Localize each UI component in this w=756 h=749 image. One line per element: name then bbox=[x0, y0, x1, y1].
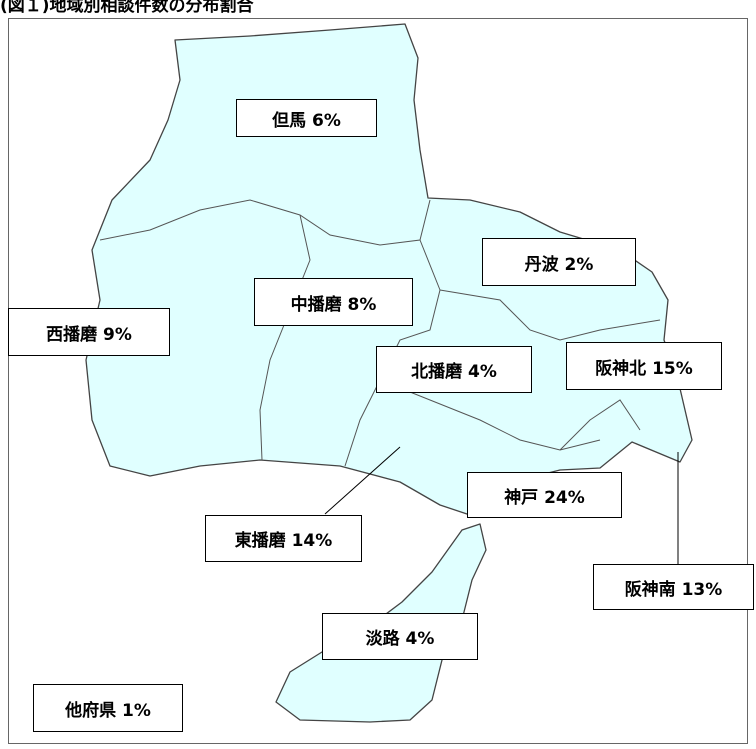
border bbox=[379, 379, 601, 451]
leader-line bbox=[324, 446, 401, 515]
region-label: 神戸 24% bbox=[467, 472, 622, 518]
region-label: 丹波 2% bbox=[482, 238, 636, 286]
region-label: 中播磨 8% bbox=[254, 278, 413, 326]
region-label: 北播磨 4% bbox=[376, 346, 532, 393]
region-label: 阪神北 15% bbox=[566, 342, 722, 390]
region-label: 他府県 1% bbox=[33, 684, 183, 732]
region-label: 阪神南 13% bbox=[593, 564, 754, 610]
region-label: 西播磨 9% bbox=[8, 308, 170, 356]
border bbox=[559, 399, 641, 451]
region-label: 但馬 6% bbox=[236, 99, 377, 137]
map-title: (図１)地域別相談件数の分布割合 bbox=[0, 0, 254, 16]
region-label: 淡路 4% bbox=[322, 613, 478, 660]
region-label: 東播磨 14% bbox=[205, 515, 362, 562]
border bbox=[259, 214, 311, 461]
border bbox=[439, 289, 661, 341]
map-frame bbox=[8, 18, 748, 744]
